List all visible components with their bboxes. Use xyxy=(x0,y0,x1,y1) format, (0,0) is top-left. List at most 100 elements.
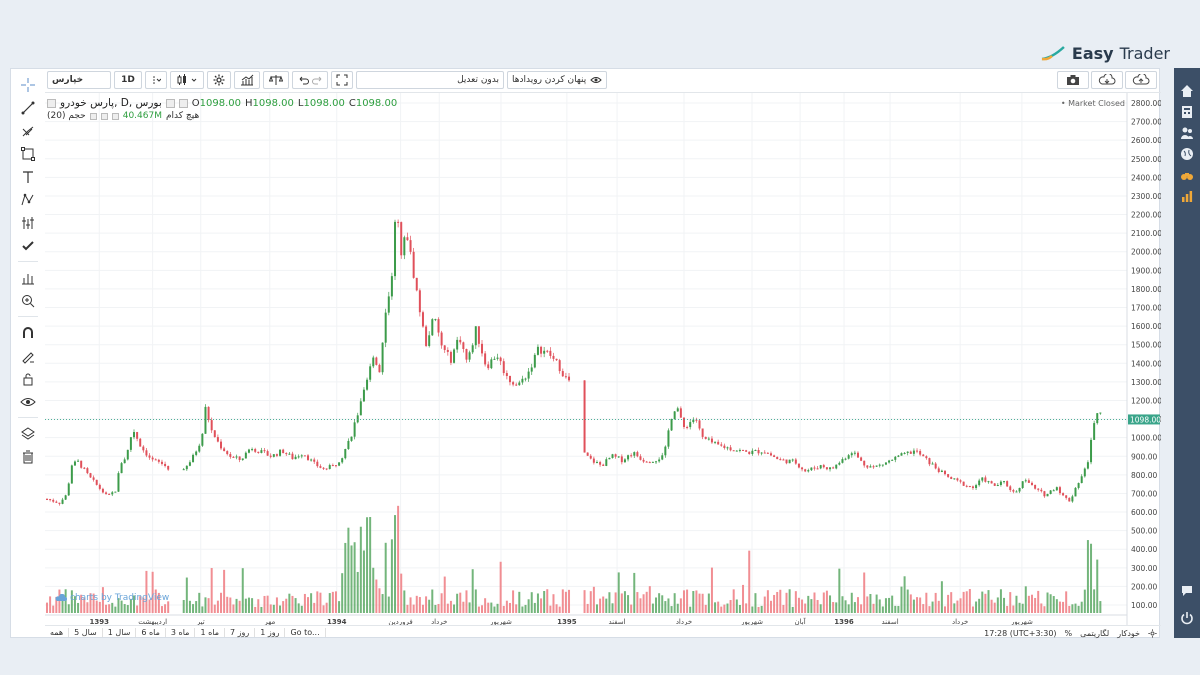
volume-bar xyxy=(605,598,608,613)
volume-bar xyxy=(381,594,384,613)
candle-body xyxy=(512,382,515,385)
pitchfork-tool-icon[interactable] xyxy=(17,120,39,142)
tradingview-watermark[interactable]: charts by TradingView xyxy=(55,593,169,603)
candle-body xyxy=(757,450,760,454)
volume-bar xyxy=(742,584,745,613)
volume-bar xyxy=(782,604,785,613)
trendline-tool-icon[interactable] xyxy=(17,97,39,119)
settings-button[interactable] xyxy=(207,71,231,89)
cloud-download-icon xyxy=(1098,74,1116,85)
binoculars-icon[interactable] xyxy=(1178,166,1196,184)
series-settings-icon[interactable] xyxy=(178,98,188,108)
range-5y[interactable]: 5 سال xyxy=(69,628,103,637)
save-chart-button[interactable] xyxy=(1125,71,1157,89)
range-all[interactable]: همه xyxy=(45,628,70,637)
load-chart-button[interactable] xyxy=(1091,71,1123,89)
stay-drawing-mode-icon[interactable] xyxy=(17,345,39,367)
lock-icon[interactable] xyxy=(17,368,39,390)
rectangle-tool-icon[interactable] xyxy=(17,143,39,165)
x-tick-label: 1394 xyxy=(327,618,347,626)
volume-bar xyxy=(73,596,76,613)
volume-bar xyxy=(394,515,397,613)
text-tool-icon[interactable] xyxy=(17,166,39,188)
chart-style-button[interactable] xyxy=(170,71,204,89)
volume-bar xyxy=(710,567,713,613)
candle-body xyxy=(1090,439,1093,463)
volume-bar xyxy=(167,601,170,613)
volume-bar xyxy=(418,597,421,613)
volume-bar xyxy=(415,595,418,613)
volume-bar xyxy=(561,589,564,613)
candle-body xyxy=(875,465,878,467)
eye-icon[interactable] xyxy=(17,391,39,413)
range-6m[interactable]: 6 ماه xyxy=(136,628,166,637)
candle-body xyxy=(1099,412,1102,414)
hide-volume-icon[interactable] xyxy=(89,112,97,120)
power-icon[interactable] xyxy=(1178,609,1196,627)
log-toggle[interactable]: لگاریتمی xyxy=(1080,628,1110,638)
volume-bar xyxy=(322,605,325,613)
range-1d[interactable]: 1 روز xyxy=(255,628,286,637)
snapshot-button[interactable] xyxy=(1057,71,1089,89)
volume-bar xyxy=(931,601,934,613)
crosshair-tool-icon[interactable] xyxy=(17,74,39,96)
interval-menu-button[interactable] xyxy=(145,71,167,89)
percent-toggle[interactable]: % xyxy=(1064,628,1073,638)
volume-bar xyxy=(126,605,129,613)
low-label: L xyxy=(297,97,304,109)
undo-icon[interactable] xyxy=(299,75,309,85)
range-7d[interactable]: 7 روز xyxy=(225,628,256,637)
people-icon[interactable] xyxy=(1178,124,1196,142)
measure-tool-icon[interactable] xyxy=(17,267,39,289)
hide-events-button[interactable]: پنهان کردن رویدادها xyxy=(507,71,608,89)
volume-bar xyxy=(210,568,213,613)
checkmark-tool-icon[interactable] xyxy=(17,235,39,257)
volume-settings-icon[interactable] xyxy=(100,112,108,120)
hide-series-icon[interactable] xyxy=(165,98,175,108)
adjustment-select[interactable]: بدون تعدیل xyxy=(356,71,504,89)
interval-button[interactable]: 1D xyxy=(114,71,142,89)
prediction-tool-icon[interactable] xyxy=(17,212,39,234)
layers-icon[interactable] xyxy=(17,423,39,445)
globe-icon[interactable] xyxy=(1178,145,1196,163)
range-3m[interactable]: 3 ماه xyxy=(166,628,196,637)
calculator-icon[interactable] xyxy=(1178,103,1196,121)
remove-volume-icon[interactable] xyxy=(111,112,119,120)
range-1m[interactable]: 1 ماه xyxy=(195,628,226,637)
volume-bar xyxy=(776,591,779,613)
bar-chart-icon[interactable] xyxy=(1178,187,1196,205)
symbol-search-input[interactable]: خپارس xyxy=(47,71,111,89)
zoom-in-icon[interactable] xyxy=(17,290,39,312)
trash-icon[interactable] xyxy=(17,446,39,468)
collapse-legend-icon[interactable] xyxy=(47,98,56,108)
goto-button[interactable]: Go to... xyxy=(285,628,326,637)
volume-bar xyxy=(350,545,353,613)
volume-bar xyxy=(443,576,446,613)
candle-body xyxy=(431,319,434,336)
redo-icon[interactable] xyxy=(311,75,322,85)
pattern-tool-icon[interactable] xyxy=(17,189,39,211)
volume-bar xyxy=(670,606,673,613)
compare-button[interactable] xyxy=(263,71,289,89)
candle-body xyxy=(394,221,397,277)
candle-body xyxy=(1030,482,1033,485)
toolbar-divider xyxy=(18,316,38,317)
price-chart[interactable]: 100.00 200.00 300.00 400.00 500.00 600.00 700.… xyxy=(45,93,1161,626)
chat-icon[interactable] xyxy=(1178,582,1196,600)
fullscreen-button[interactable] xyxy=(331,71,353,89)
indicators-button[interactable] xyxy=(234,71,260,89)
chart-pane[interactable]: 100.00 200.00 300.00 400.00 500.00 600.00 700.… xyxy=(45,92,1161,626)
volume-bar xyxy=(568,589,571,613)
home-icon[interactable] xyxy=(1178,82,1196,100)
volume-bar xyxy=(1037,590,1040,613)
clock-display[interactable]: 17:28 (UTC+3:30) xyxy=(984,628,1057,638)
candle-body xyxy=(275,454,278,456)
volume-bar xyxy=(875,594,878,613)
range-1y[interactable]: 1 سال xyxy=(103,628,137,637)
auto-scale-toggle[interactable]: خودکار xyxy=(1117,628,1140,638)
candle-body xyxy=(52,499,55,502)
candle-body xyxy=(583,380,586,453)
magnet-icon[interactable] xyxy=(17,322,39,344)
volume-bar xyxy=(586,603,589,613)
gear-icon[interactable] xyxy=(1148,628,1157,638)
